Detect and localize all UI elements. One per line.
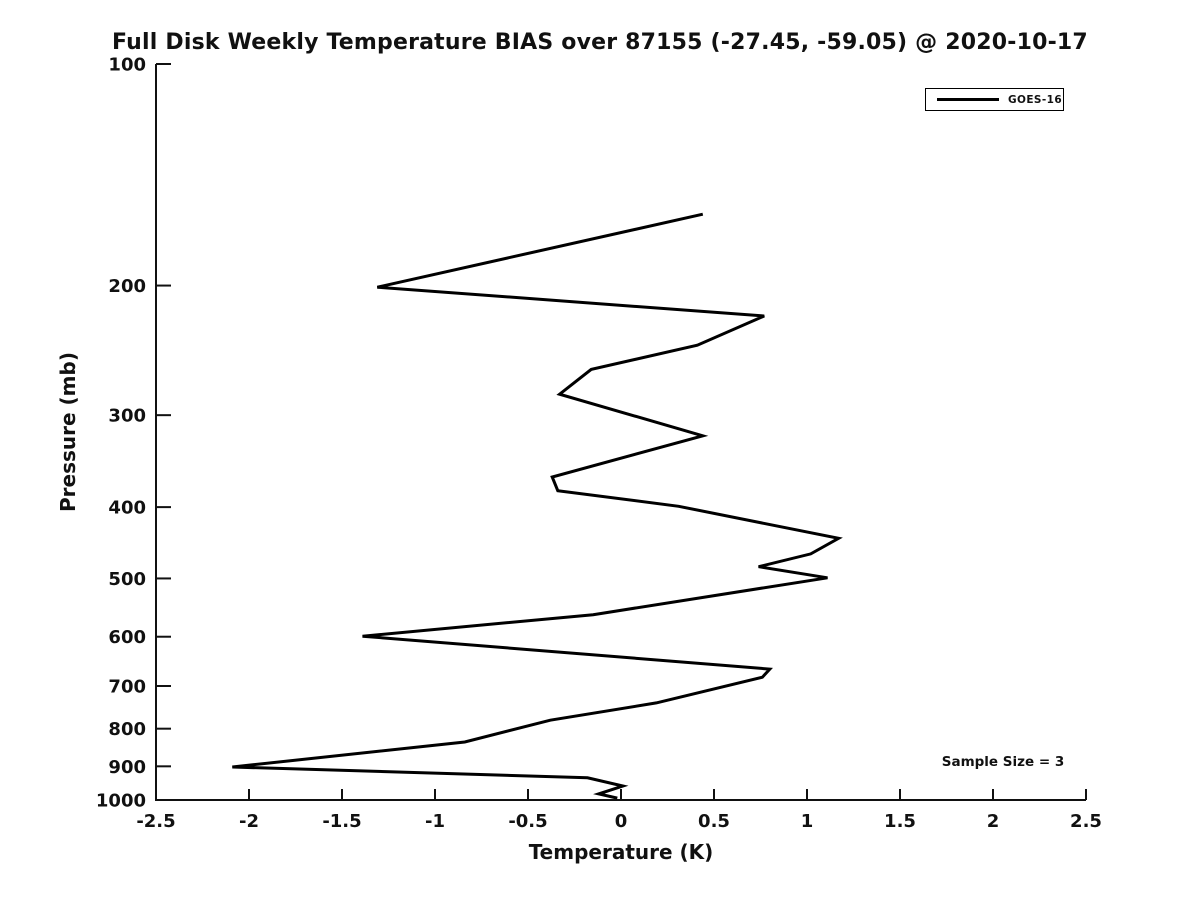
y-tick-label: 500 xyxy=(108,569,146,590)
x-tick-label: -0.5 xyxy=(508,811,547,832)
x-tick-label: -1 xyxy=(425,811,445,832)
y-tick-label: 100 xyxy=(108,55,146,76)
x-tick-label: 2 xyxy=(987,811,1000,832)
x-tick-label: 1.5 xyxy=(884,811,916,832)
sample-size-annotation: Sample Size = 3 xyxy=(941,754,1065,770)
x-tick-label: -2 xyxy=(239,811,259,832)
y-tick-label: 300 xyxy=(108,406,146,427)
y-tick-label: 900 xyxy=(108,757,146,778)
x-tick-label: 1 xyxy=(801,811,814,832)
legend: GOES-16 xyxy=(925,88,1064,111)
y-tick-label: 1000 xyxy=(96,791,146,812)
chart-title: Full Disk Weekly Temperature BIAS over 8… xyxy=(112,30,1088,55)
legend-series-label: GOES-16 xyxy=(1008,93,1063,106)
y-tick-label: 400 xyxy=(108,498,146,519)
y-tick-label: 200 xyxy=(108,276,146,297)
y-tick-label: 600 xyxy=(108,627,146,648)
x-tick-label: -2.5 xyxy=(136,811,175,832)
y-tick-label: 800 xyxy=(108,719,146,740)
x-axis-label: Temperature (K) xyxy=(528,840,714,864)
bias-profile-line xyxy=(232,212,843,800)
x-tick-label: 2.5 xyxy=(1070,811,1102,832)
x-tick-label: 0.5 xyxy=(698,811,730,832)
x-tick-label: -1.5 xyxy=(322,811,361,832)
legend-line-sample-icon xyxy=(937,98,999,101)
x-tick-label: 0 xyxy=(615,811,628,832)
y-tick-label: 700 xyxy=(108,676,146,697)
